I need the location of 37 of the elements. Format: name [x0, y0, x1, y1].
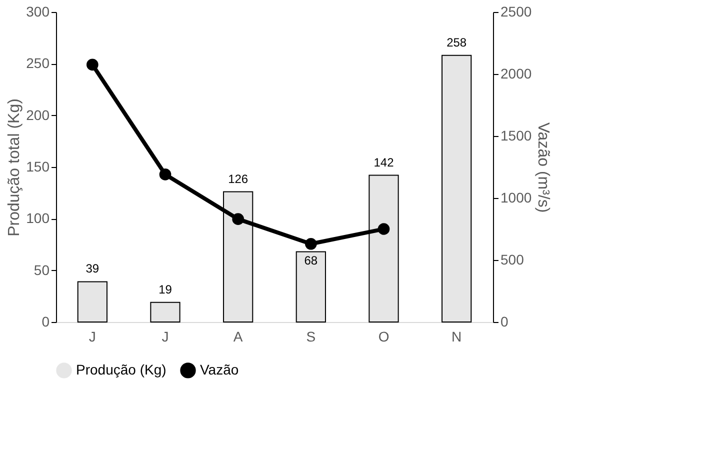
- data-label: 126: [228, 172, 248, 186]
- x-tick-label: A: [233, 328, 244, 344]
- x-tick-label: O: [378, 328, 390, 344]
- point: [378, 223, 390, 235]
- point: [86, 58, 98, 71]
- data-label: 19: [158, 282, 172, 296]
- data-label: 68: [304, 254, 318, 268]
- y-tick-label: 50: [34, 262, 50, 278]
- x-tick-label: S: [306, 328, 316, 344]
- y-tick-label: 250: [26, 55, 50, 72]
- legend-label: Vazão: [200, 361, 239, 378]
- point: [232, 213, 244, 225]
- point: [305, 238, 317, 250]
- data-label: 142: [374, 155, 394, 170]
- y-tick-label: 150: [26, 158, 50, 174]
- bar: [77, 281, 108, 322]
- data-label: 39: [86, 262, 100, 276]
- x-tick-label: J: [162, 328, 169, 344]
- point: [159, 168, 172, 180]
- bar: [150, 302, 180, 322]
- y2-tick-label: 2000: [500, 66, 532, 82]
- bar: [442, 54, 472, 322]
- data-label: 258: [446, 35, 467, 50]
- y-tick-label: 0: [42, 314, 50, 330]
- y-tick-label: 100: [26, 210, 50, 226]
- legend-label: Produção (Kg): [76, 361, 166, 378]
- x-tick-label: N: [452, 328, 462, 344]
- y-tick-label: 300: [26, 4, 50, 20]
- y2-axis-title: Vazão (m³/s): [534, 122, 552, 213]
- y-axis-title: Produção total (Kg): [6, 98, 24, 236]
- y-tick-label: 200: [26, 106, 50, 123]
- y2-tick-label: 0: [500, 314, 508, 330]
- y2-tick-label: 500: [500, 252, 524, 268]
- y2-tick-label: 2500: [500, 4, 532, 20]
- x-tick-label: J: [88, 328, 96, 344]
- y2-tick-label: 1500: [500, 128, 532, 144]
- y2-tick-label: 1000: [500, 190, 532, 206]
